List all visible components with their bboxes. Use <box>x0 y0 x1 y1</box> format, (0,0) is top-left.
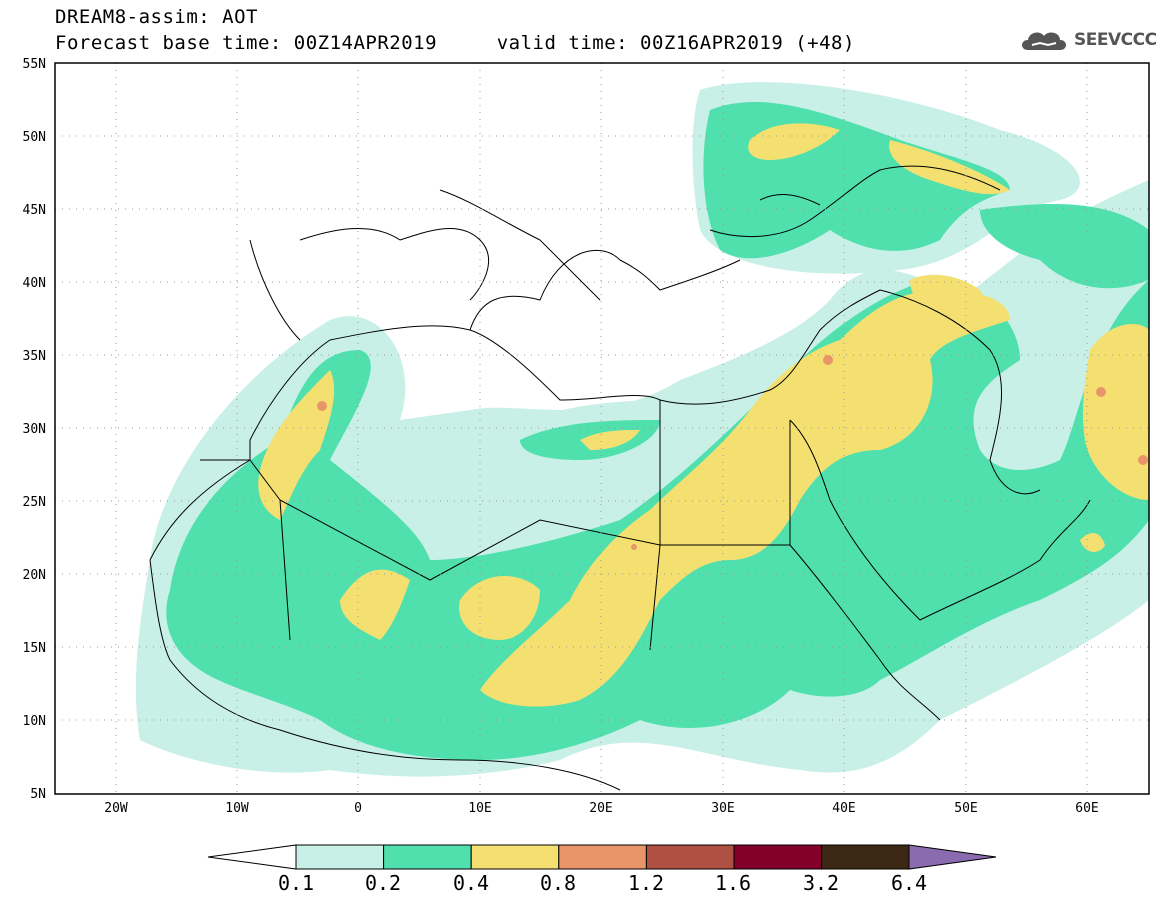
lat-label: 15N <box>23 641 46 656</box>
lon-label: 20W <box>104 801 128 816</box>
cloud-icon <box>1022 32 1066 50</box>
lon-label: 20E <box>589 801 612 816</box>
forecast-time-info: Forecast base time: 00Z14APR2019 valid t… <box>55 32 855 54</box>
colorbar-label: 0.2 <box>365 871 401 895</box>
logo-text: SEEVCCC <box>1074 30 1157 50</box>
lat-label: 55N <box>23 57 46 72</box>
lat-label: 5N <box>30 787 46 802</box>
colorbar-label: 6.4 <box>891 871 927 895</box>
lon-label: 40E <box>832 801 855 816</box>
colorbar-box <box>383 844 472 870</box>
lat-label: 50N <box>23 130 46 145</box>
colorbar-label: 0.1 <box>278 871 314 895</box>
map-title: DREAM8-assim: AOT <box>55 6 258 28</box>
lon-label: 10E <box>468 801 491 816</box>
lon-label: 0 <box>354 801 362 816</box>
colorbar: 0.1 0.2 0.4 0.8 1.2 1.6 3.2 6.4 <box>207 844 997 895</box>
colorbar-box <box>645 844 735 870</box>
colorbar-box <box>470 844 560 870</box>
aot-contours <box>135 82 1149 777</box>
colorbar-labels: 0.1 0.2 0.4 0.8 1.2 1.6 3.2 6.4 <box>278 871 927 895</box>
lon-label: 50E <box>954 801 977 816</box>
country-borders <box>149 165 1091 791</box>
lon-label: 10W <box>225 801 249 816</box>
colorbar-box <box>733 844 823 870</box>
colorbar-boxes <box>295 844 910 870</box>
colorbar-label: 1.2 <box>628 871 664 895</box>
lat-label: 20N <box>23 568 46 583</box>
lat-label: 10N <box>23 714 46 729</box>
colorbar-box <box>821 844 910 870</box>
colorbar-box <box>295 844 385 870</box>
aot-level-0.8 <box>317 355 1148 550</box>
colorbar-label: 0.4 <box>453 871 489 895</box>
longitude-labels: 20W 10W 0 10E 20E 30E 40E 50E 60E <box>104 801 1098 816</box>
lat-label: 25N <box>23 495 46 510</box>
lat-label: 30N <box>23 422 46 437</box>
lon-label: 30E <box>711 801 734 816</box>
aot-level-0.4 <box>258 123 1149 707</box>
colorbar-over-arrow <box>908 844 997 870</box>
lat-label: 35N <box>23 349 46 364</box>
map-frame <box>54 62 1150 795</box>
lat-label: 45N <box>23 203 46 218</box>
graticule <box>55 63 1149 794</box>
latitude-labels: 55N 50N 45N 40N 35N 30N 25N 20N 15N 10N … <box>23 57 46 802</box>
colorbar-under-arrow <box>207 844 297 870</box>
colorbar-box <box>558 844 647 870</box>
colorbar-label: 3.2 <box>803 871 839 895</box>
lon-label: 60E <box>1075 801 1098 816</box>
seevccc-logo: SEEVCCC <box>1018 26 1157 54</box>
lat-label: 40N <box>23 276 46 291</box>
colorbar-label: 0.8 <box>540 871 576 895</box>
colorbar-label: 1.6 <box>715 871 751 895</box>
